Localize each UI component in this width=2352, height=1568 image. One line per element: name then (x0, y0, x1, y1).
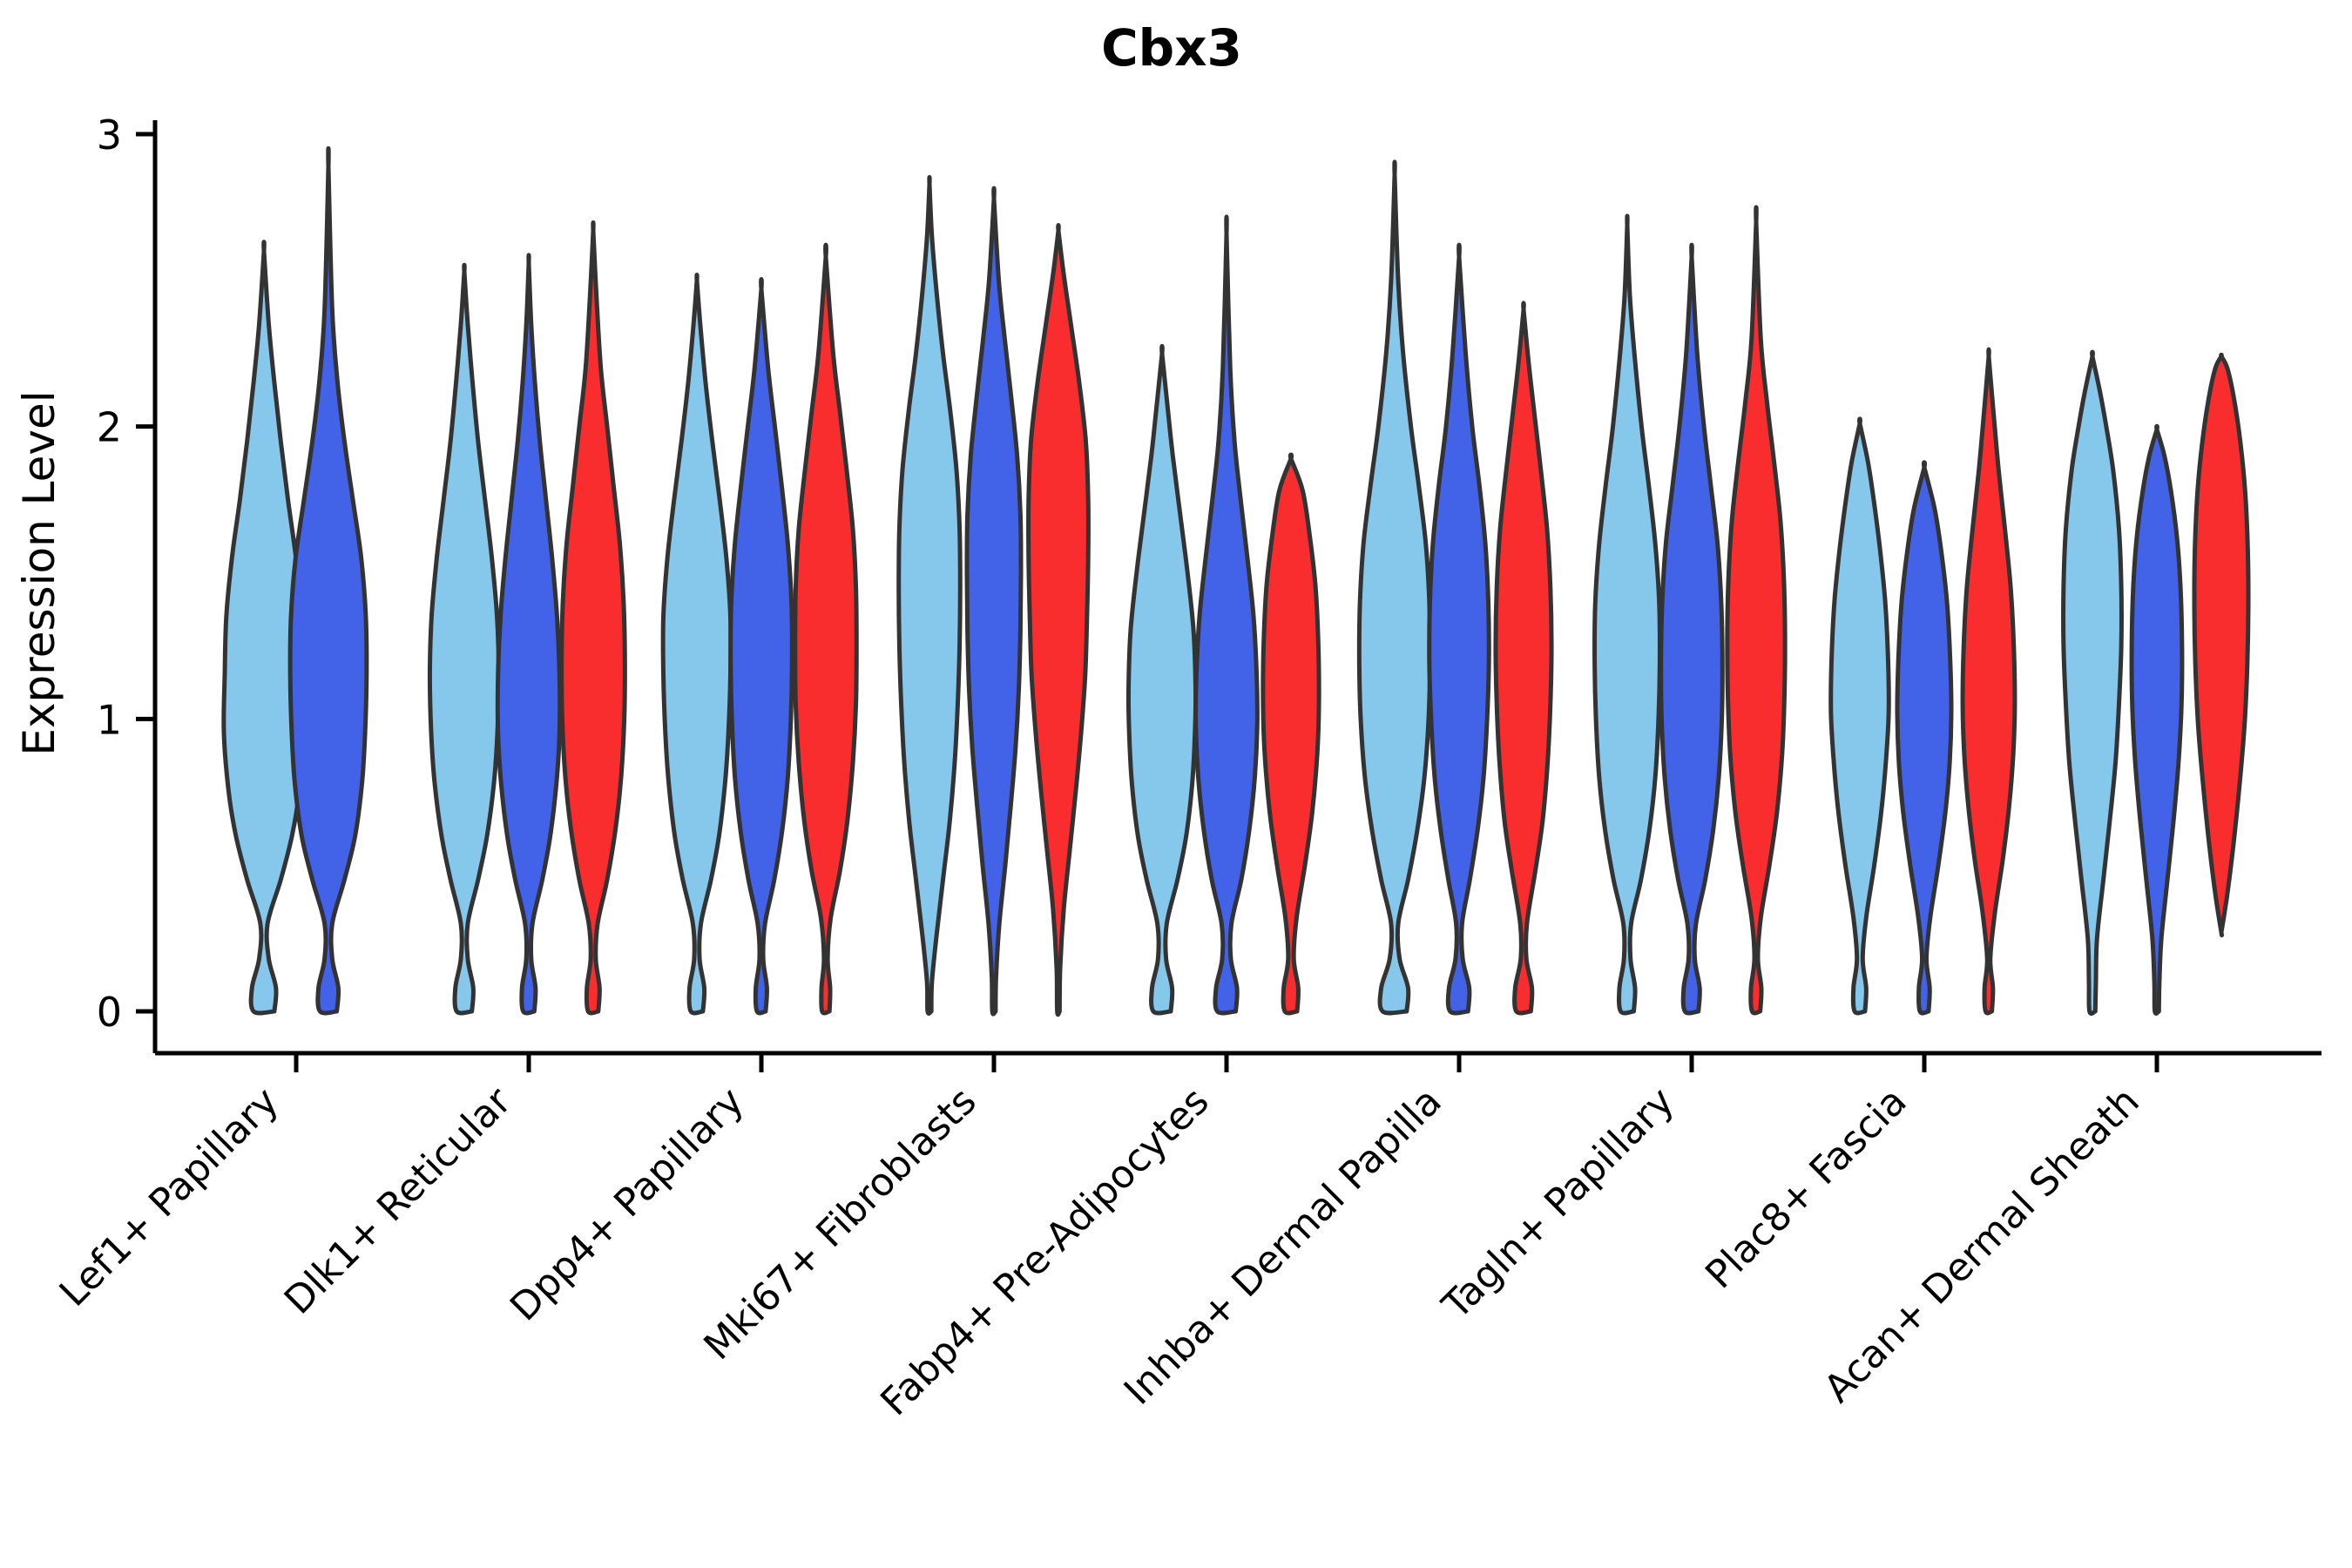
violin-shape (559, 220, 627, 1016)
violin-shape (427, 262, 502, 1016)
y-tick-label: 0 (97, 989, 122, 1036)
y-tick-label: 1 (97, 696, 122, 743)
violin-shape (1960, 347, 2017, 1016)
violin-shape (1828, 416, 1891, 1016)
violin-shape (1659, 242, 1725, 1016)
violin-shape (1193, 214, 1260, 1016)
violin-shape (1125, 343, 1199, 1016)
violin-shape (964, 186, 1024, 1017)
violin-shape (2129, 423, 2185, 1016)
violin-shape (1592, 213, 1662, 1016)
x-tick-label: Tagln+ Papillary (1434, 1079, 1683, 1328)
violin-shape (2192, 352, 2251, 938)
violin-shape (2061, 349, 2124, 1016)
violin-shape (1725, 205, 1788, 1016)
y-axis-title: Expression Level (14, 390, 64, 755)
x-tick-label: Dlk1+ Reticular (276, 1078, 521, 1323)
violin-shape (1493, 301, 1554, 1016)
violin-shape (1026, 222, 1091, 1017)
violin-shape (896, 175, 963, 1016)
violin-shape (660, 273, 733, 1016)
x-tick-label: Dpp4+ Papillary (502, 1079, 753, 1330)
violin-shape (1356, 159, 1433, 1016)
violin-shape (793, 242, 859, 1016)
violin-shape (1895, 460, 1954, 1016)
plot-title: Cbx3 (1101, 18, 1242, 78)
violin-shape (287, 145, 369, 1016)
x-tick-label: Plac8+ Fascia (1697, 1079, 1916, 1298)
violin-shape (728, 277, 794, 1016)
violin-shape (1260, 452, 1321, 1016)
y-tick-label: 2 (97, 404, 122, 451)
violin-shape (495, 253, 563, 1016)
y-tick-label: 3 (97, 112, 122, 159)
violin-shape (1427, 242, 1491, 1016)
x-tick-label: Lef1+ Papillary (51, 1079, 287, 1315)
